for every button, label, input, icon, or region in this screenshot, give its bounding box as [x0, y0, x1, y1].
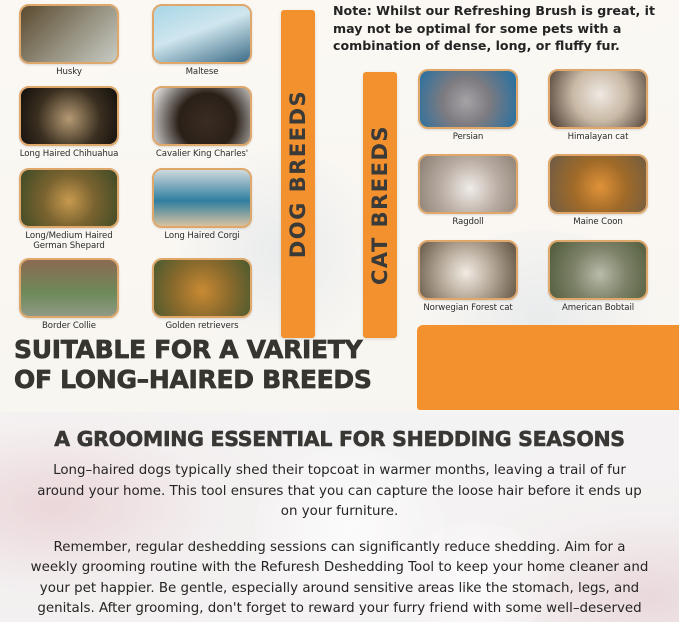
breed-name: Persian: [452, 132, 484, 142]
cavalier-photo: [154, 88, 250, 144]
breed-card[interactable]: Cavalier King Charles': [152, 86, 260, 159]
breed-thumbnail: [19, 168, 119, 228]
headline-line-2: OF LONG–HAIRED BREEDS: [14, 365, 373, 395]
breeds-section: Note: Whilst our Refreshing Brush is gre…: [0, 0, 679, 412]
section-heading: A GROOMING ESSENTIAL FOR SHEDDING SEASON…: [54, 427, 625, 452]
husky-photo: [21, 6, 117, 62]
breed-thumbnail: [418, 154, 518, 214]
breed-name: Ragdoll: [452, 217, 484, 227]
breed-thumbnail: [152, 86, 252, 146]
breed-card[interactable]: American Bobtail: [548, 240, 656, 313]
breed-name: Husky: [56, 67, 82, 77]
maine-coon-photo: [550, 156, 646, 212]
border-collie-photo: [21, 260, 117, 316]
cat-breeds-label: CAT BREEDS: [368, 124, 392, 286]
breed-name: Golden retrievers: [165, 321, 239, 331]
breed-card[interactable]: Border Collie: [19, 258, 119, 331]
orange-accent-block: [417, 325, 679, 410]
dog-breeds-label: DOG BREEDS: [286, 89, 310, 259]
headline-line-1: SUITABLE FOR A VARIETY: [14, 335, 363, 365]
german-shepard-photo: [21, 170, 117, 226]
breed-card[interactable]: Golden retrievers: [152, 258, 252, 331]
breed-thumbnail: [418, 240, 518, 300]
chihuahua-photo: [21, 88, 117, 144]
breed-thumbnail: [152, 168, 252, 228]
breed-card[interactable]: Husky: [19, 4, 119, 77]
body-paragraph: Remember, regular deshedding sessions ca…: [30, 539, 649, 622]
page-title: SUITABLE FOR A VARIETY OF LONG–HAIRED BR…: [14, 335, 374, 395]
breed-thumbnail: [152, 4, 252, 64]
breed-name: Long Haired Corgi: [164, 231, 240, 241]
breed-card[interactable]: Maltese: [152, 4, 252, 77]
maltese-photo: [154, 6, 250, 62]
breed-name: Border Collie: [42, 321, 96, 331]
breed-thumbnail: [152, 258, 252, 318]
breed-name: Long/Medium Haired German Shepard: [25, 231, 113, 251]
breed-name: Maltese: [185, 67, 219, 77]
breed-thumbnail: [19, 86, 119, 146]
breed-card[interactable]: Long/Medium Haired German Shepard: [19, 168, 127, 251]
note-text: Note: Whilst our Refreshing Brush is gre…: [333, 3, 656, 53]
breed-thumbnail: [548, 240, 648, 300]
american-bobtail-photo: [550, 242, 646, 298]
breed-name: Long Haired Chihuahua: [19, 149, 119, 159]
breed-name: Norwegian Forest cat: [423, 303, 513, 313]
persian-photo: [420, 71, 516, 127]
himalayan-photo: [550, 71, 646, 127]
golden-retriever-photo: [154, 260, 250, 316]
breed-name: Cavalier King Charles': [155, 149, 249, 159]
breed-name: Himalayan cat: [567, 132, 629, 142]
breed-card[interactable]: Persian: [418, 69, 518, 142]
breed-card[interactable]: Long Haired Chihuahua: [19, 86, 127, 159]
breed-thumbnail: [548, 69, 648, 129]
breed-card[interactable]: Ragdoll: [418, 154, 518, 227]
breed-thumbnail: [418, 69, 518, 129]
body-paragraph: Long–haired dogs typically shed their to…: [37, 463, 642, 519]
cat-breeds-label-bar: CAT BREEDS: [363, 72, 397, 338]
ragdoll-photo: [420, 156, 516, 212]
breed-thumbnail: [19, 4, 119, 64]
breed-thumbnail: [19, 258, 119, 318]
breed-name: American Bobtail: [561, 303, 635, 313]
breed-card[interactable]: Maine Coon: [548, 154, 648, 227]
grooming-info-section: A GROOMING ESSENTIAL FOR SHEDDING SEASON…: [0, 412, 679, 622]
breed-card[interactable]: Norwegian Forest cat: [418, 240, 526, 313]
breed-card[interactable]: Long Haired Corgi: [152, 168, 252, 241]
breed-name: Maine Coon: [573, 217, 623, 227]
norwegian-forest-photo: [420, 242, 516, 298]
corgi-photo: [154, 170, 250, 226]
breed-card[interactable]: Himalayan cat: [548, 69, 648, 142]
dog-breeds-label-bar: DOG BREEDS: [281, 10, 315, 338]
breed-thumbnail: [548, 154, 648, 214]
